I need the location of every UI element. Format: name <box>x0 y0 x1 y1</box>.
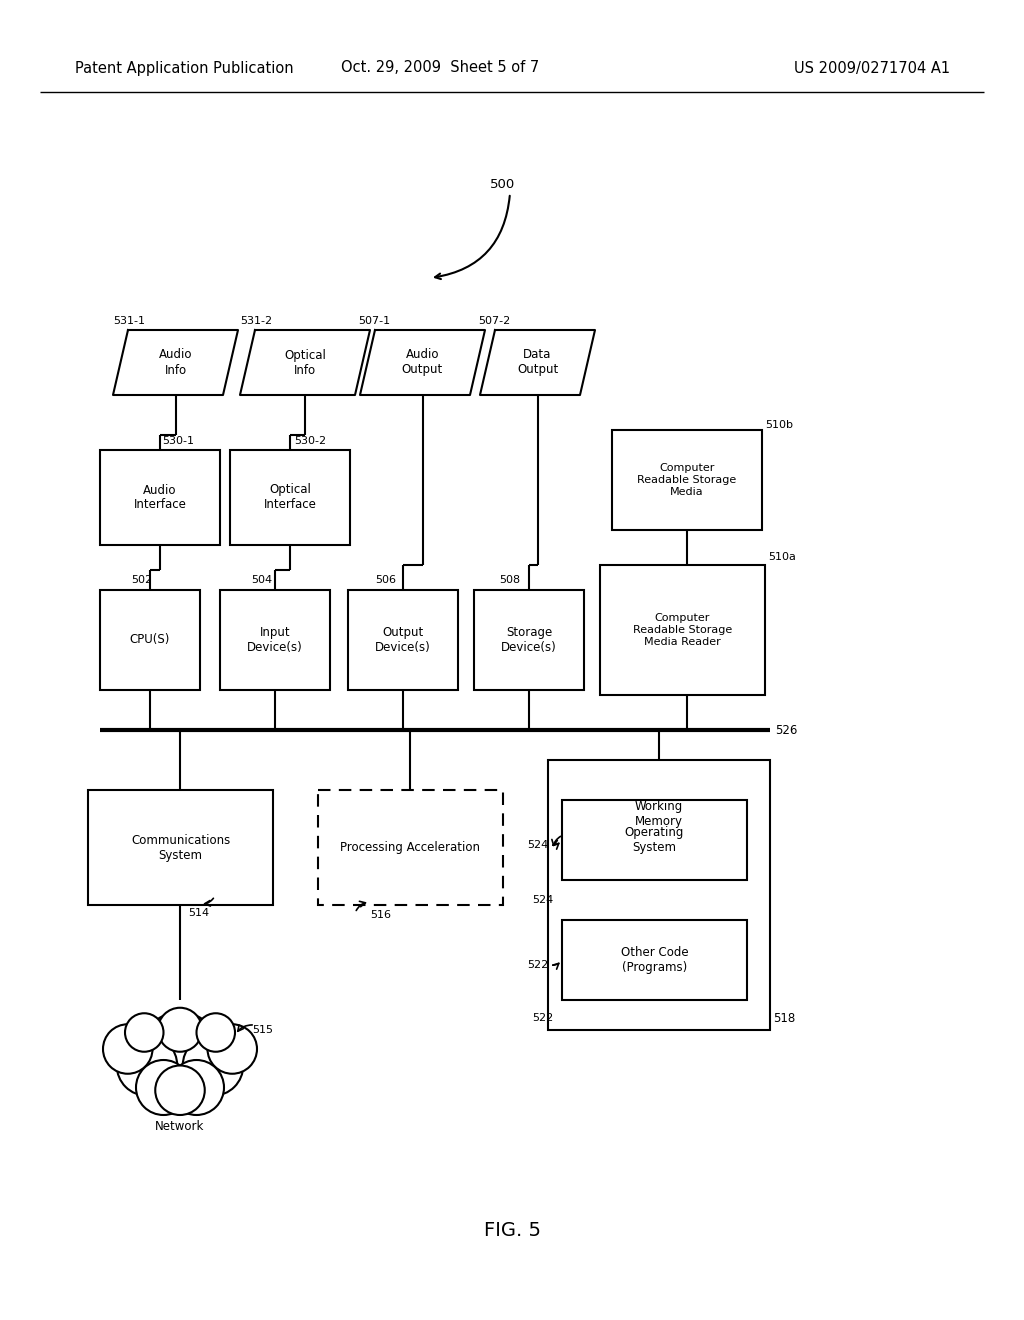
Bar <box>230 450 350 545</box>
Circle shape <box>208 1024 257 1073</box>
Text: Working
Memory: Working Memory <box>635 800 683 828</box>
Text: 516: 516 <box>370 909 391 920</box>
Text: 522: 522 <box>531 1012 553 1023</box>
Bar <box>548 760 770 1030</box>
Text: Audio
Info: Audio Info <box>159 348 193 376</box>
Text: Network: Network <box>156 1119 205 1133</box>
Text: 524: 524 <box>531 895 553 906</box>
Bar <box>220 590 330 690</box>
Text: 507-2: 507-2 <box>478 315 510 326</box>
Bar <box>318 789 503 906</box>
Circle shape <box>103 1024 153 1073</box>
Text: 531-2: 531-2 <box>240 315 272 326</box>
Text: 500: 500 <box>490 178 515 191</box>
Circle shape <box>158 1007 202 1052</box>
Text: 502: 502 <box>131 576 152 585</box>
Text: 508: 508 <box>499 576 520 585</box>
Bar <box>562 920 746 1001</box>
Bar <box>348 590 458 690</box>
Text: Operating
System: Operating System <box>625 826 684 854</box>
Circle shape <box>136 1060 191 1115</box>
Text: Input
Device(s): Input Device(s) <box>247 626 303 653</box>
Text: Storage
Device(s): Storage Device(s) <box>501 626 557 653</box>
Text: Computer
Readable Storage
Media Reader: Computer Readable Storage Media Reader <box>633 614 732 647</box>
Text: 506: 506 <box>375 576 396 585</box>
Text: Other Code
(Programs): Other Code (Programs) <box>621 946 688 974</box>
Bar <box>88 789 273 906</box>
Bar <box>100 590 200 690</box>
Circle shape <box>156 1065 205 1115</box>
Text: 510a: 510a <box>768 552 796 562</box>
Text: 531-1: 531-1 <box>113 315 145 326</box>
Circle shape <box>125 1014 164 1052</box>
Text: 507-1: 507-1 <box>358 315 390 326</box>
Text: Data
Output: Data Output <box>517 348 558 376</box>
Bar <box>474 590 584 690</box>
Bar <box>100 450 220 545</box>
Text: 510b: 510b <box>765 420 793 430</box>
Text: Processing Acceleration: Processing Acceleration <box>341 841 480 854</box>
Text: 522: 522 <box>526 960 548 970</box>
Text: 526: 526 <box>775 723 798 737</box>
Text: Oct. 29, 2009  Sheet 5 of 7: Oct. 29, 2009 Sheet 5 of 7 <box>341 61 539 75</box>
Text: US 2009/0271704 A1: US 2009/0271704 A1 <box>794 61 950 75</box>
Text: 524: 524 <box>526 840 548 850</box>
Text: 530-2: 530-2 <box>294 436 326 446</box>
Bar <box>600 565 765 696</box>
Bar <box>562 800 746 880</box>
Text: CPU(S): CPU(S) <box>130 634 170 647</box>
Text: 514: 514 <box>188 908 209 917</box>
Text: FIG. 5: FIG. 5 <box>483 1221 541 1239</box>
Text: 530-1: 530-1 <box>162 436 194 446</box>
Circle shape <box>182 1035 244 1096</box>
Circle shape <box>140 1012 219 1092</box>
Circle shape <box>117 1035 177 1096</box>
Text: 515: 515 <box>252 1026 273 1035</box>
Circle shape <box>197 1014 234 1052</box>
Bar <box>612 430 762 531</box>
Text: 518: 518 <box>773 1012 796 1026</box>
Text: Optical
Info: Optical Info <box>284 348 326 376</box>
Text: Output
Device(s): Output Device(s) <box>375 626 431 653</box>
Text: Audio
Interface: Audio Interface <box>133 483 186 511</box>
Text: Patent Application Publication: Patent Application Publication <box>75 61 294 75</box>
Text: Optical
Interface: Optical Interface <box>263 483 316 511</box>
Text: 504: 504 <box>251 576 272 585</box>
Circle shape <box>169 1060 224 1115</box>
Text: Communications
System: Communications System <box>131 833 230 862</box>
Text: Computer
Readable Storage
Media: Computer Readable Storage Media <box>637 463 736 496</box>
Text: Audio
Output: Audio Output <box>401 348 443 376</box>
